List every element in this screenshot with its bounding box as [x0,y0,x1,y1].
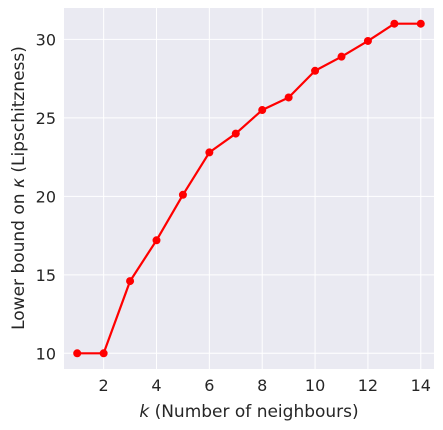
data-point [152,236,161,245]
x-tick-label: 12 [358,376,378,395]
series-layer [73,19,425,358]
data-point [416,19,425,28]
x-tick-label: 6 [204,376,214,395]
data-point [99,349,108,358]
tick-labels: 2 4 6 8 10 12 14 10 15 20 25 30 [36,30,431,395]
data-point [390,19,399,28]
grid [64,8,434,369]
data-point [126,277,135,286]
data-point [178,190,187,199]
x-axis-label: k (Number of neighbours) [139,402,358,422]
y-tick-label: 25 [36,109,56,128]
series-line [77,22,421,355]
data-point [258,106,267,115]
data-point [284,93,293,102]
x-tick-label: 14 [411,376,431,395]
y-tick-label: 15 [36,266,56,285]
y-axis-label: Lower bound on κ (Lipschitzness) [9,46,29,330]
x-tick-label: 2 [99,376,109,395]
y-tick-label: 10 [36,344,56,363]
x-tick-label: 4 [151,376,161,395]
data-point [311,66,320,75]
x-tick-label: 8 [257,376,267,395]
data-point [337,52,346,61]
data-point [231,129,240,138]
y-tick-label: 30 [36,30,56,49]
y-tick-label: 20 [36,187,56,206]
plot-area [64,8,434,369]
data-point [205,148,214,157]
x-tick-label: 10 [305,376,325,395]
data-point [363,36,372,45]
data-point [73,349,82,358]
